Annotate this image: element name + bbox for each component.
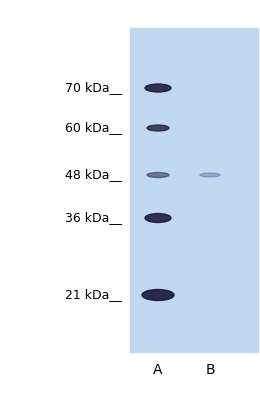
Text: 21 kDa__: 21 kDa__ [65, 288, 122, 302]
Text: 60 kDa__: 60 kDa__ [65, 122, 122, 134]
Text: A: A [153, 363, 163, 377]
Text: 70 kDa__: 70 kDa__ [65, 82, 122, 94]
Text: 36 kDa__: 36 kDa__ [65, 212, 122, 224]
Ellipse shape [142, 290, 174, 300]
Ellipse shape [145, 214, 171, 222]
Text: B: B [205, 363, 215, 377]
Ellipse shape [147, 172, 169, 178]
Text: 48 kDa__: 48 kDa__ [65, 168, 122, 182]
Ellipse shape [147, 125, 169, 131]
Bar [130, 28, 258, 352]
Ellipse shape [145, 84, 171, 92]
Ellipse shape [200, 173, 220, 177]
